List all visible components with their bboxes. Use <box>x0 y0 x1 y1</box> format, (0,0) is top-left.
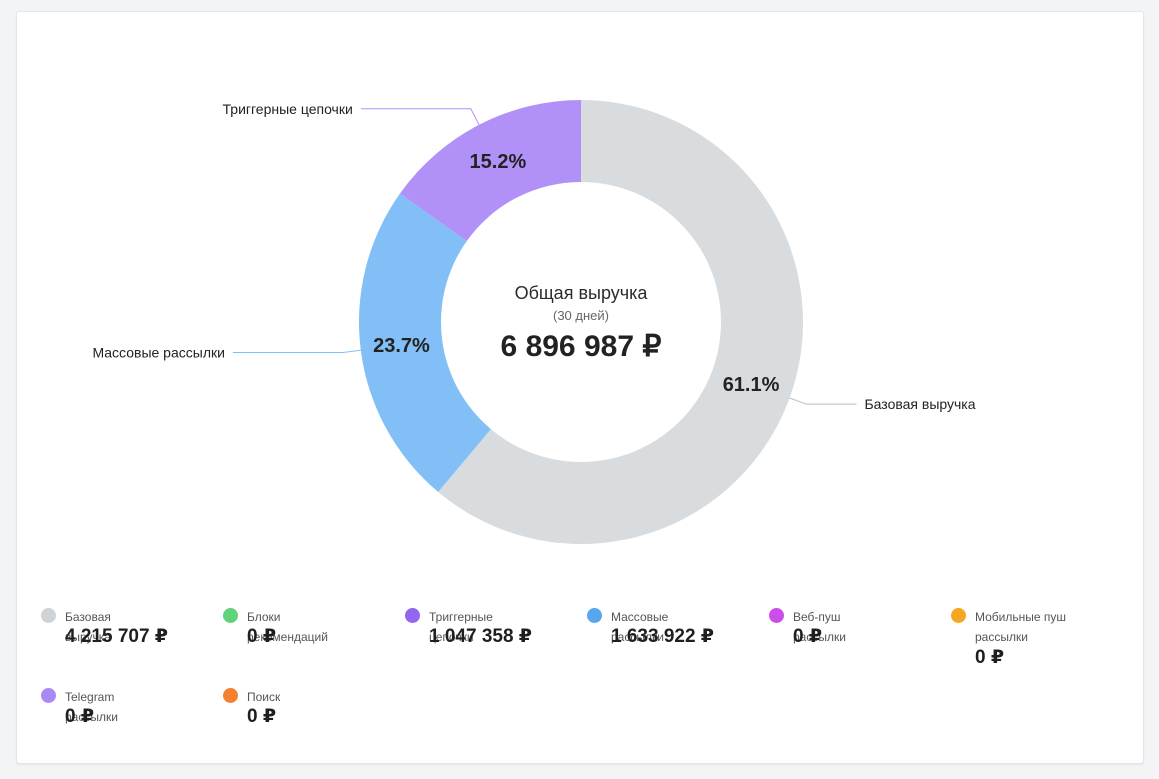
legend-label: Поиск <box>247 690 281 704</box>
legend-label: Базовая выручка <box>65 610 111 644</box>
legend-label: Триггерные цепочки <box>429 610 493 644</box>
legend-color-dot <box>41 608 56 623</box>
slice-name-label: Базовая выручка <box>864 396 975 412</box>
legend-label: Мобильные пуш рассылки <box>975 610 1067 644</box>
slice-percent-label: 61.1% <box>723 374 780 396</box>
legend-color-dot <box>951 608 966 623</box>
donut-chart: 61.1% Базовая выручка 23.7% Массовые рассыл… <box>92 100 976 544</box>
center-title: Общая выручка <box>515 283 649 303</box>
legend-label: Массовые рассылки <box>611 610 669 644</box>
legend-label: Блоки рекомендаций <box>247 610 328 644</box>
legend-value: 0 ₽ <box>975 647 1005 668</box>
slice-percent-label: 23.7% <box>373 335 430 357</box>
slice-name-label: Массовые рассылки <box>92 345 224 361</box>
legend-color-dot <box>223 688 238 703</box>
donut-slice[interactable] <box>399 100 581 242</box>
legend-color-dot <box>587 608 602 623</box>
legend-color-dot <box>769 608 784 623</box>
slice-leader-line <box>360 108 480 126</box>
legend-label: Telegram рассылки <box>65 690 118 724</box>
slice-name-label: Триггерные цепочки <box>223 101 353 117</box>
legend-color-dot <box>223 608 238 623</box>
center-subtitle: (30 дней) <box>553 308 609 323</box>
legend-value: 4 215 707 ₽ <box>65 626 169 647</box>
center-total: 6 896 987 ₽ <box>501 330 662 363</box>
legend-color-dot <box>405 608 420 623</box>
legend-color-dot <box>41 688 56 703</box>
donut-slice[interactable] <box>358 193 491 492</box>
legend-value: 0 ₽ <box>65 706 95 727</box>
legend-value: 0 ₽ <box>247 706 277 727</box>
legend-value: 1 047 358 ₽ <box>429 626 533 647</box>
revenue-chart-card: 61.1% Базовая выручка 23.7% Массовые рассыл… <box>16 11 1144 764</box>
donut-slice[interactable] <box>438 100 803 544</box>
legend-label: Веб-пуш рассылки <box>793 610 846 644</box>
legend-value: 1 633 922 ₽ <box>611 626 715 647</box>
legend-value: 0 ₽ <box>247 626 277 647</box>
slice-leader-line <box>789 397 857 405</box>
slice-leader-line <box>232 349 361 354</box>
slice-percent-label: 15.2% <box>470 151 527 173</box>
legend-value: 0 ₽ <box>793 626 823 647</box>
